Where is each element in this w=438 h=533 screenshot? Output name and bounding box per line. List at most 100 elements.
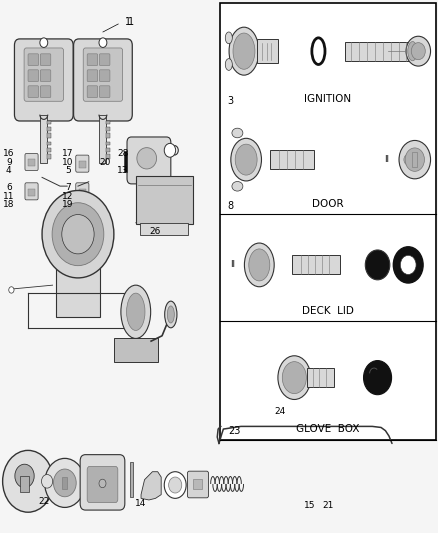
Circle shape [404, 155, 413, 165]
Circle shape [400, 255, 416, 274]
Text: 9: 9 [6, 158, 12, 166]
Text: 24: 24 [275, 407, 286, 416]
Circle shape [364, 360, 392, 394]
Text: 23: 23 [228, 426, 240, 437]
Bar [79, 189, 86, 196]
Circle shape [99, 479, 106, 488]
Bar [106, 148, 110, 152]
FancyBboxPatch shape [87, 54, 98, 66]
Ellipse shape [233, 33, 255, 69]
Polygon shape [141, 472, 161, 500]
Text: 1: 1 [125, 18, 131, 27]
FancyBboxPatch shape [28, 54, 39, 66]
Text: 26: 26 [150, 228, 161, 236]
FancyBboxPatch shape [40, 70, 51, 82]
Text: II: II [230, 261, 236, 269]
Text: 11: 11 [3, 192, 14, 200]
Text: GLOVE  BOX: GLOVE BOX [296, 424, 360, 434]
Ellipse shape [249, 249, 270, 281]
Text: IGNITION: IGNITION [304, 94, 351, 104]
Bar [140, 223, 188, 235]
Circle shape [399, 149, 417, 171]
Bar [106, 142, 110, 145]
Text: 15: 15 [304, 501, 316, 510]
Bar [106, 133, 110, 138]
Text: 3: 3 [228, 96, 234, 106]
Ellipse shape [137, 148, 157, 169]
Circle shape [164, 472, 186, 498]
Text: 12: 12 [62, 192, 74, 200]
Bar [136, 176, 193, 224]
FancyBboxPatch shape [28, 86, 39, 98]
Text: 4: 4 [6, 166, 11, 175]
FancyBboxPatch shape [76, 155, 89, 172]
Bar [106, 127, 110, 131]
Bar [307, 368, 334, 387]
Ellipse shape [408, 42, 417, 61]
Bar [412, 152, 417, 167]
Bar [20, 476, 29, 492]
Text: 20: 20 [99, 158, 111, 166]
Text: 19: 19 [62, 200, 74, 209]
Text: 14: 14 [134, 499, 146, 508]
Circle shape [169, 477, 182, 493]
Ellipse shape [235, 144, 257, 175]
Text: 28: 28 [117, 149, 128, 158]
Circle shape [52, 203, 104, 265]
Circle shape [62, 214, 94, 254]
FancyBboxPatch shape [76, 183, 89, 200]
FancyBboxPatch shape [99, 54, 110, 66]
FancyBboxPatch shape [28, 70, 39, 82]
Text: 18: 18 [3, 200, 14, 209]
Ellipse shape [312, 38, 325, 64]
Ellipse shape [225, 32, 232, 44]
Ellipse shape [232, 128, 243, 138]
Text: DECK  LID: DECK LID [302, 305, 354, 316]
Text: 6: 6 [6, 183, 12, 192]
Ellipse shape [165, 301, 177, 328]
FancyBboxPatch shape [74, 39, 132, 121]
Circle shape [9, 287, 14, 293]
Bar [62, 477, 67, 489]
Ellipse shape [167, 306, 174, 323]
FancyBboxPatch shape [83, 48, 123, 101]
Circle shape [42, 190, 114, 278]
Ellipse shape [127, 293, 145, 330]
Text: 1: 1 [127, 18, 134, 27]
FancyBboxPatch shape [24, 48, 64, 101]
FancyBboxPatch shape [99, 86, 110, 98]
Text: DOOR: DOOR [312, 199, 344, 209]
Circle shape [406, 36, 431, 66]
Bar [47, 133, 51, 138]
FancyBboxPatch shape [87, 466, 118, 503]
FancyBboxPatch shape [87, 70, 98, 82]
Ellipse shape [229, 27, 259, 75]
FancyBboxPatch shape [187, 471, 208, 498]
Ellipse shape [278, 356, 311, 400]
Circle shape [53, 469, 76, 497]
Bar [47, 121, 51, 124]
Circle shape [3, 450, 53, 512]
Circle shape [365, 250, 390, 280]
Circle shape [411, 43, 425, 60]
Bar [57, 221, 99, 317]
Ellipse shape [244, 243, 274, 287]
Circle shape [164, 143, 176, 157]
Circle shape [40, 38, 48, 47]
Text: 22: 22 [38, 497, 49, 505]
FancyBboxPatch shape [14, 39, 73, 121]
Circle shape [405, 148, 424, 171]
Text: 10: 10 [62, 158, 74, 166]
Bar [28, 189, 35, 196]
Bar [106, 121, 110, 124]
Circle shape [42, 474, 53, 488]
Bar [106, 154, 110, 159]
Ellipse shape [232, 181, 243, 191]
Circle shape [15, 464, 34, 488]
Bar [193, 479, 202, 489]
Bar [47, 142, 51, 145]
Bar [345, 42, 417, 61]
Bar [47, 148, 51, 152]
FancyBboxPatch shape [40, 86, 51, 98]
Bar [114, 338, 158, 362]
